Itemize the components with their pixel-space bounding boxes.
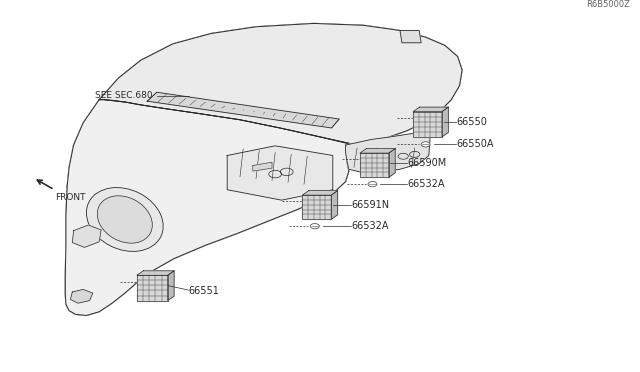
Polygon shape xyxy=(168,271,174,301)
Text: 66590M: 66590M xyxy=(408,158,447,168)
Polygon shape xyxy=(332,191,338,219)
Circle shape xyxy=(421,142,430,147)
Polygon shape xyxy=(253,162,272,171)
Polygon shape xyxy=(400,31,421,43)
Text: 66532A: 66532A xyxy=(351,221,389,231)
Polygon shape xyxy=(413,107,448,112)
Polygon shape xyxy=(137,271,174,275)
Circle shape xyxy=(368,182,377,187)
Polygon shape xyxy=(346,132,430,172)
Text: 66551: 66551 xyxy=(189,286,220,296)
Polygon shape xyxy=(388,148,395,177)
Polygon shape xyxy=(70,289,93,303)
Polygon shape xyxy=(227,146,333,200)
Polygon shape xyxy=(65,23,462,315)
Polygon shape xyxy=(302,191,338,195)
Polygon shape xyxy=(302,195,332,219)
Text: SEE SEC.680: SEE SEC.680 xyxy=(95,92,152,100)
Text: 66550A: 66550A xyxy=(456,140,494,149)
Polygon shape xyxy=(99,23,462,146)
Polygon shape xyxy=(360,153,388,177)
Text: 66591N: 66591N xyxy=(351,200,390,210)
Polygon shape xyxy=(413,112,442,137)
Text: 66532A: 66532A xyxy=(408,179,445,189)
Polygon shape xyxy=(137,275,168,301)
Ellipse shape xyxy=(86,187,163,251)
Polygon shape xyxy=(442,107,448,137)
Polygon shape xyxy=(72,225,101,247)
Text: R6B5000Z: R6B5000Z xyxy=(586,0,630,9)
Text: FRONT: FRONT xyxy=(55,193,86,202)
Ellipse shape xyxy=(97,196,152,243)
Circle shape xyxy=(310,224,319,229)
Polygon shape xyxy=(147,92,339,128)
Polygon shape xyxy=(360,148,395,153)
Polygon shape xyxy=(65,100,357,315)
Text: 66550: 66550 xyxy=(456,117,487,127)
